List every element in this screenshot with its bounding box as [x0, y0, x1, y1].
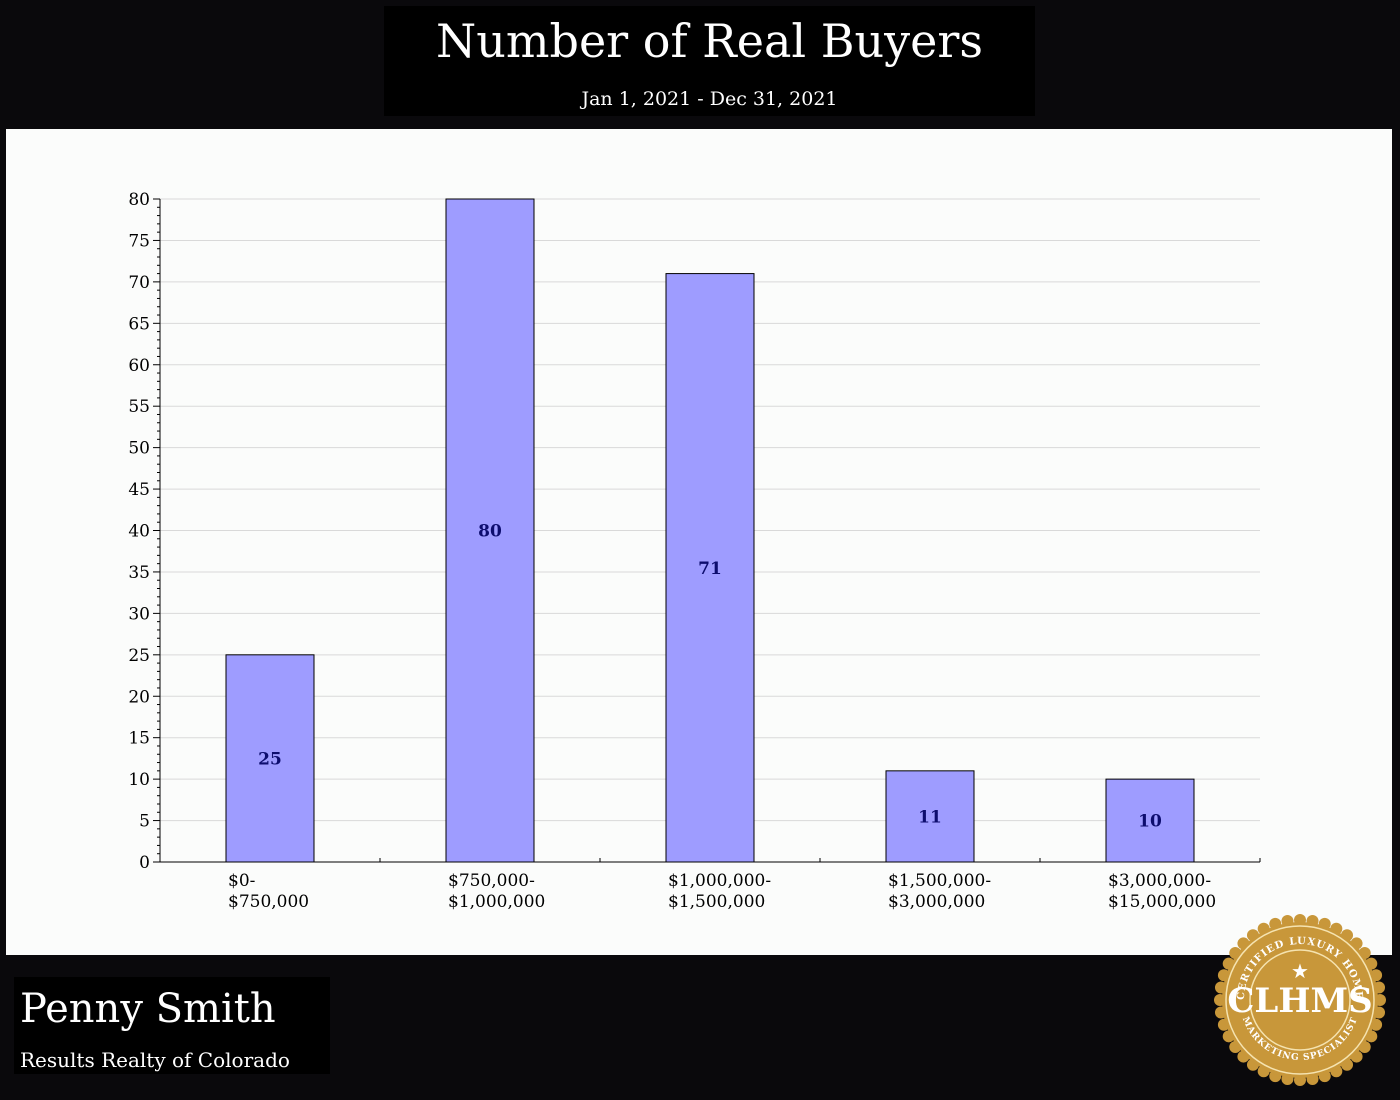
x-tick-label: $750,000-$1,000,000 [448, 871, 545, 912]
y-tick-label: 40 [128, 522, 150, 542]
y-tick-label: 50 [128, 439, 150, 459]
chart-header: Number of Real Buyers Jan 1, 2021 - Dec … [384, 6, 1035, 116]
x-tick-label: $3,000,000-$15,000,000 [1108, 871, 1216, 912]
bar [445, 198, 535, 863]
bar [885, 770, 975, 863]
star-icon: ★ [1291, 959, 1309, 983]
y-tick-label: 80 [128, 190, 150, 210]
agent-name: Penny Smith [20, 986, 276, 1032]
chart-date-range: Jan 1, 2021 - Dec 31, 2021 [581, 88, 838, 110]
bar-value-label: 25 [258, 749, 282, 769]
y-tick-label: 15 [128, 729, 150, 749]
y-tick-label: 20 [128, 687, 150, 707]
y-tick-label: 65 [128, 314, 150, 334]
y-tick-label: 25 [128, 646, 150, 666]
y-tick-label: 75 [128, 231, 150, 251]
y-tick-label: 55 [128, 397, 150, 417]
seal-inner-ring [1249, 949, 1351, 1051]
bar [665, 273, 755, 863]
y-tick-label: 5 [139, 812, 150, 832]
bar-value-label: 10 [1138, 812, 1162, 832]
x-tick-label-line: $1,000,000 [448, 892, 545, 912]
clhms-seal-icon: CERTIFIED LUXURY HOME MARKETING SPECIALI… [1214, 914, 1386, 1086]
x-tick-label-line: $3,000,000 [888, 892, 985, 912]
bar-value-label: 11 [918, 807, 942, 827]
y-tick-label: 30 [128, 604, 150, 624]
y-tick-label: 60 [128, 356, 150, 376]
x-tick-label-line: $0- [228, 871, 255, 891]
seal-ring-line [1225, 925, 1375, 1075]
x-tick-label-line: $750,000- [448, 871, 535, 891]
bar [1105, 778, 1195, 863]
seal-center-text: CLHMS [1227, 981, 1372, 1021]
bar-chart: 0510152025303540455055606570758025$0-$75… [128, 190, 1261, 912]
x-tick-label: $1,500,000-$3,000,000 [888, 871, 991, 912]
y-tick-label: 10 [128, 770, 150, 790]
x-tick-label-line: $1,500,000- [888, 871, 991, 891]
x-tick-label-line: $15,000,000 [1108, 892, 1216, 912]
x-tick-label: $1,000,000-$1,500,000 [668, 871, 771, 912]
x-tick-label-line: $1,500,000 [668, 892, 765, 912]
bar-value-label: 80 [478, 522, 502, 542]
agent-company: Results Realty of Colorado [20, 1048, 290, 1072]
y-tick-label: 70 [128, 273, 150, 293]
y-tick-label: 0 [139, 853, 150, 873]
x-tick-label: $0-$750,000 [228, 871, 309, 912]
chart-title: Number of Real Buyers [436, 14, 983, 68]
chart-panel: 0 5 10 15 20 25 30 35 40 45 50 55 60 65 70 75 80 25 $0-$75… [6, 129, 1392, 955]
y-tick-label: 35 [128, 563, 150, 583]
x-tick-label-line: $750,000 [228, 892, 309, 912]
agent-info: Penny Smith Results Realty of Colorado [14, 977, 330, 1074]
bar [225, 654, 315, 863]
x-tick-label-line: $3,000,000- [1108, 871, 1211, 891]
x-tick-label-line: $1,000,000- [668, 871, 771, 891]
bar-value-label: 71 [698, 559, 722, 579]
y-tick-label: 45 [128, 480, 150, 500]
